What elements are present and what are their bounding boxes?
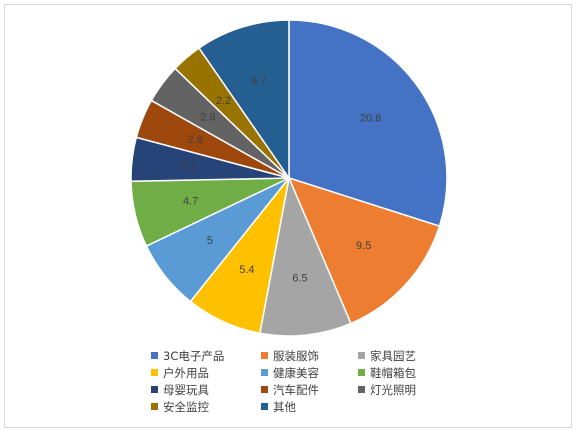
legend-label: 汽车配件 [273, 382, 319, 397]
legend-item-10: 安全监控 [151, 399, 261, 414]
data-label-9: 2.8 [200, 112, 215, 124]
legend-swatch [261, 369, 268, 376]
pie-slices [130, 19, 448, 337]
data-label-4: 5.4 [239, 264, 254, 276]
legend-item-2: 服装服饰 [261, 348, 358, 363]
legend-item-11: 其他 [261, 399, 358, 414]
pie-slice-2 [287, 176, 441, 325]
data-label-7: 3.1 [181, 160, 196, 172]
legend-item-7: 母婴玩具 [151, 382, 261, 397]
legend-label: 3C电子产品 [163, 348, 225, 363]
legend-item-6: 鞋帽箱包 [358, 365, 451, 380]
legend-item-5: 健康美容 [261, 365, 358, 380]
legend-label: 灯光照明 [370, 382, 416, 397]
legend-swatch [261, 403, 268, 410]
data-label-2: 9.5 [356, 240, 371, 252]
chart-legend: 3C电子产品 服装服饰 家具园艺户外用品 健康美容 鞋帽箱包母婴玩具 汽车配件 灯光照明安全… [151, 348, 451, 414]
legend-label: 其他 [273, 399, 296, 414]
legend-item-3: 家具园艺 [358, 348, 451, 363]
legend-label: 母婴玩具 [163, 382, 209, 397]
legend-swatch [151, 352, 158, 359]
legend-swatch [358, 386, 365, 393]
data-label-8: 2.8 [188, 134, 203, 146]
data-labels: 20.89.56.55.454.73.12.82.82.26.7 [181, 76, 381, 285]
legend-swatch [358, 369, 365, 376]
legend-swatch [261, 352, 268, 359]
data-label-6: 4.7 [183, 195, 198, 207]
data-label-3: 6.5 [292, 273, 307, 285]
legend-label: 安全监控 [163, 399, 209, 414]
pie-slice-11 [197, 19, 290, 181]
legend-label: 户外用品 [163, 365, 209, 380]
legend-item-1: 3C电子产品 [151, 348, 261, 363]
legend-item-8: 汽车配件 [261, 382, 358, 397]
legend-item-9: 灯光照明 [358, 382, 451, 397]
data-label-11: 6.7 [251, 76, 266, 88]
legend-swatch [261, 386, 268, 393]
legend-label: 服装服饰 [273, 348, 319, 363]
legend-item-4: 户外用品 [151, 365, 261, 380]
data-label-5: 5 [207, 235, 213, 247]
legend-label: 鞋帽箱包 [370, 365, 416, 380]
legend-swatch [151, 386, 158, 393]
data-label-1: 20.8 [360, 112, 381, 124]
legend-swatch [151, 369, 158, 376]
legend-swatch [151, 403, 158, 410]
legend-label: 健康美容 [273, 365, 319, 380]
pie-slice-3 [259, 175, 352, 337]
legend-label: 家具园艺 [370, 348, 416, 363]
data-label-10: 2.2 [216, 95, 231, 107]
legend-swatch [358, 352, 365, 359]
pie-slice-1 [288, 19, 448, 228]
